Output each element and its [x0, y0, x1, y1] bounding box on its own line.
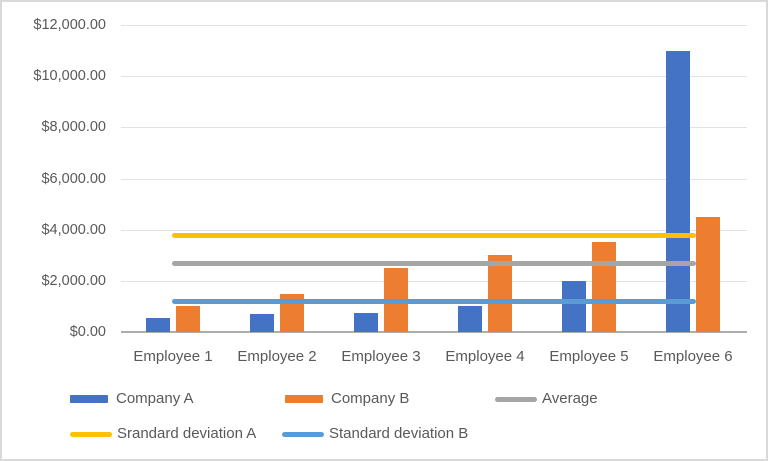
legend-item-company-a: Company A — [70, 390, 194, 408]
x-axis-label-employee-4: Employee 4 — [445, 348, 525, 365]
gridline — [121, 178, 747, 180]
legend-swatch-company-a — [70, 395, 108, 403]
legend-label-company-a: Company A — [116, 390, 194, 407]
legend-item-average: Average — [495, 390, 598, 408]
x-axis-label-employee-1: Employee 1 — [133, 348, 213, 365]
y-axis-tick-label: $12,000.00 — [33, 17, 106, 33]
bar-company-a-employee-4 — [458, 306, 482, 332]
legend-item-company-b: Company B — [285, 390, 409, 408]
bar-company-a-employee-3 — [354, 312, 378, 332]
gridline — [121, 76, 747, 78]
legend-label-average: Average — [542, 390, 598, 407]
bar-company-a-employee-2 — [250, 314, 274, 332]
bar-company-a-employee-6 — [666, 50, 690, 332]
y-axis-tick-label: $4,000.00 — [41, 221, 106, 238]
legend-swatch-average — [495, 396, 537, 402]
y-axis-tick-label: $6,000.00 — [41, 170, 106, 187]
legend-swatch-company-b — [285, 395, 323, 403]
srandard-deviation-a-line — [172, 233, 696, 239]
bar-company-a-employee-5 — [562, 280, 586, 332]
legend-swatch-srandard-deviation-a — [70, 431, 112, 437]
legend-item-standard-deviation-b: Standard deviation B — [282, 425, 468, 443]
average-line — [172, 261, 696, 267]
y-axis-tick-label: $8,000.00 — [41, 119, 106, 136]
y-axis-tick-label: $0.00 — [69, 324, 106, 340]
legend-item-srandard-deviation-a: Srandard deviation A — [70, 425, 256, 443]
legend-swatch-standard-deviation-b — [282, 431, 324, 437]
y-axis-tick-label: $2,000.00 — [41, 272, 106, 289]
bar-company-b-employee-6 — [696, 216, 720, 332]
gridline — [121, 229, 747, 231]
x-axis-label-employee-6: Employee 6 — [653, 348, 733, 365]
x-axis-label-employee-5: Employee 5 — [549, 348, 629, 365]
x-axis-label-employee-2: Employee 2 — [237, 348, 317, 365]
standard-deviation-b-line — [172, 299, 696, 305]
x-axis-label-employee-3: Employee 3 — [341, 348, 421, 365]
gridline — [121, 280, 747, 282]
gridline — [121, 25, 747, 26]
legend-label-standard-deviation-b: Standard deviation B — [329, 425, 469, 442]
bar-company-b-employee-1 — [176, 306, 200, 332]
bar-company-b-employee-4 — [488, 255, 512, 332]
gridline — [121, 127, 747, 129]
bar-company-a-employee-1 — [146, 317, 170, 332]
legend-label-company-b: Company B — [331, 390, 410, 407]
y-axis-tick-label: $10,000.00 — [33, 68, 106, 85]
bar-company-b-employee-5 — [592, 242, 616, 332]
x-axis-line — [121, 331, 747, 333]
legend-label-srandard-deviation-a: Srandard deviation A — [117, 425, 257, 442]
